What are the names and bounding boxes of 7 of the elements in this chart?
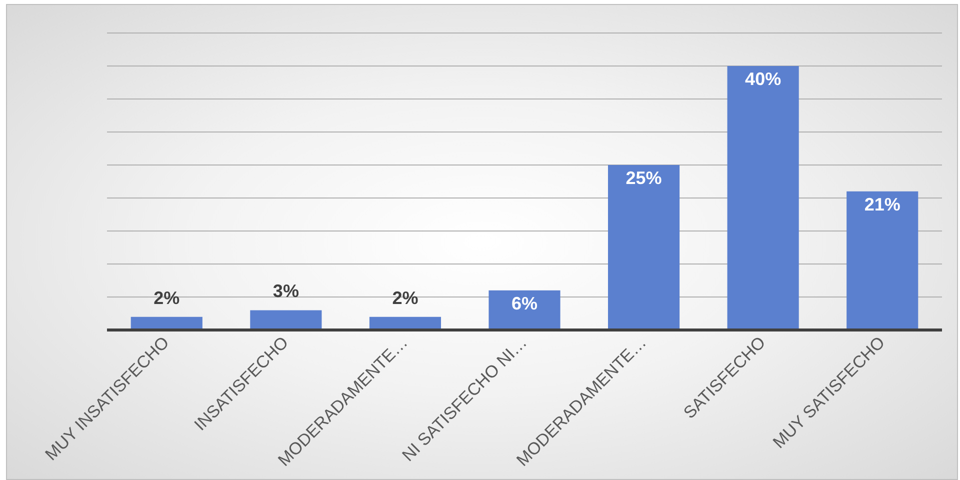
data-label: 25% <box>626 168 662 188</box>
data-label: 2% <box>154 288 180 308</box>
data-label: 40% <box>745 68 782 89</box>
data-label: 21% <box>864 194 900 214</box>
data-label: 2% <box>392 288 418 308</box>
data-label: 6% <box>511 293 538 314</box>
data-label: 3% <box>272 281 299 302</box>
